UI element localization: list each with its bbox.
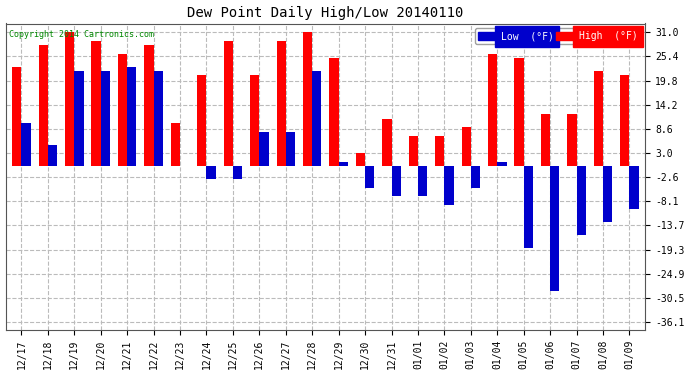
Bar [303, 32, 313, 166]
Bar [259, 132, 268, 166]
Bar [118, 54, 127, 166]
Bar [603, 166, 612, 222]
Bar [277, 41, 286, 166]
Bar [144, 45, 154, 166]
Bar [65, 32, 75, 166]
Bar [541, 114, 550, 166]
Bar [488, 54, 497, 166]
Bar [629, 166, 639, 209]
Bar [329, 58, 339, 166]
Bar [39, 45, 48, 166]
Bar [365, 166, 375, 188]
Bar [620, 75, 629, 166]
Bar [127, 67, 137, 166]
Bar [524, 166, 533, 248]
Bar [233, 166, 242, 179]
Bar [171, 123, 180, 166]
Bar [48, 144, 57, 166]
Text: Copyright 2014 Cartronics.com: Copyright 2014 Cartronics.com [9, 30, 154, 39]
Bar [515, 58, 524, 166]
Bar [75, 71, 83, 166]
Bar [418, 166, 427, 196]
Bar [21, 123, 30, 166]
Title: Dew Point Daily High/Low 20140110: Dew Point Daily High/Low 20140110 [187, 6, 464, 20]
Bar [286, 132, 295, 166]
Bar [92, 41, 101, 166]
Bar [391, 166, 401, 196]
Bar [12, 67, 21, 166]
Bar [577, 166, 586, 235]
Bar [497, 162, 506, 166]
Bar [154, 71, 163, 166]
Bar [594, 71, 603, 166]
Bar [197, 75, 206, 166]
Bar [339, 162, 348, 166]
Bar [382, 118, 391, 166]
Bar [444, 166, 453, 205]
Bar [471, 166, 480, 188]
Legend: Low  (°F), High  (°F): Low (°F), High (°F) [475, 28, 640, 44]
Bar [224, 41, 233, 166]
Bar [550, 166, 560, 291]
Bar [313, 71, 322, 166]
Bar [567, 114, 577, 166]
Bar [408, 136, 418, 166]
Bar [356, 153, 365, 166]
Bar [250, 75, 259, 166]
Bar [101, 71, 110, 166]
Bar [206, 166, 216, 179]
Bar [462, 127, 471, 166]
Bar [435, 136, 444, 166]
